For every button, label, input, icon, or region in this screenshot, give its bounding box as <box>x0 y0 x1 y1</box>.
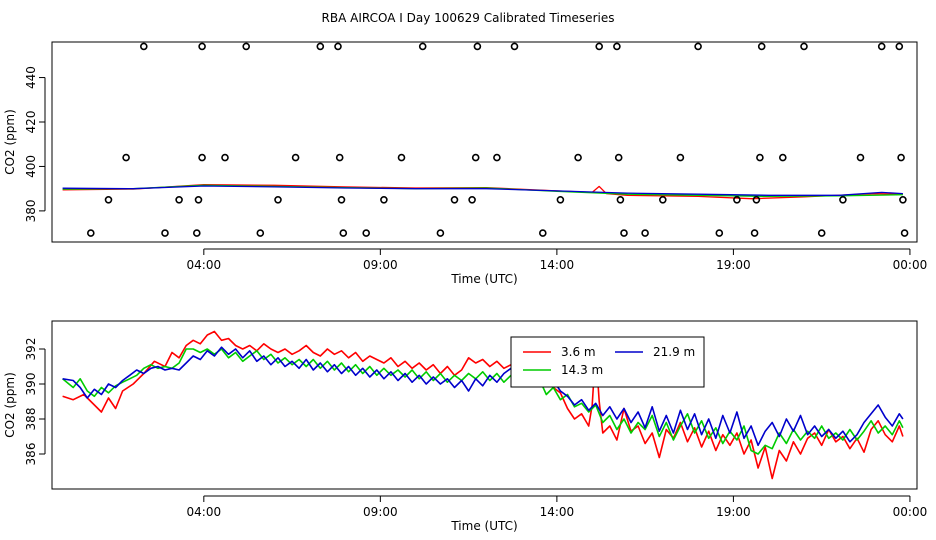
y-axis-label: CO2 (ppm) <box>3 372 17 438</box>
scatter-point <box>87 229 95 237</box>
legend-box <box>510 336 705 388</box>
scatter-point <box>839 196 847 204</box>
scatter-point <box>198 153 206 162</box>
scatter-point <box>614 153 623 162</box>
scatter-point <box>616 196 625 204</box>
scatter-point <box>194 196 203 204</box>
scatter-point <box>556 196 565 204</box>
series-line-21-9-m <box>62 346 904 447</box>
scatter-point <box>899 196 907 204</box>
bottom-panel: 04:00 09:00 14:00 19:00 00:00 Time (UTC) 386 38… <box>3 320 928 533</box>
y-axis-label: CO2 (ppm) <box>3 109 17 175</box>
y-tick-label: 440 <box>24 66 38 89</box>
scatter-point <box>418 42 427 51</box>
scatter-point <box>362 229 371 237</box>
scatter-point <box>436 229 445 237</box>
scatter-point <box>337 196 346 204</box>
y-tick-label: 380 <box>24 199 38 222</box>
scatter-point <box>339 229 348 237</box>
series-line-1 <box>62 184 903 198</box>
scatter-point <box>450 196 459 204</box>
scatter-point <box>242 42 250 51</box>
y-tick-label: 400 <box>24 155 38 178</box>
scatter-point <box>595 42 604 51</box>
y-tick-label: 386 <box>24 443 38 466</box>
scatter-point <box>397 153 406 162</box>
y-tick-label: 392 <box>24 338 38 361</box>
scatter-point <box>613 42 621 51</box>
x-tick-label: 14:00 <box>540 505 575 519</box>
scatter-point <box>856 153 865 162</box>
x-tick-label: 14:00 <box>540 258 575 272</box>
scatter-point <box>676 153 685 162</box>
top-panel: 04:00 09:00 14:00 19:00 00:00 Time (UTC) 380 40… <box>3 41 928 286</box>
scatter-point <box>274 196 282 204</box>
plot-frame <box>51 320 918 490</box>
y-tick-label: 420 <box>24 111 38 134</box>
scatter-point <box>694 42 702 51</box>
x-tick-label: 19:00 <box>716 258 751 272</box>
scatter-point <box>256 229 265 237</box>
figure-title: RBA AIRCOA I Day 100629 Calibrated Times… <box>322 11 615 25</box>
scatter-point <box>510 42 519 51</box>
scatter-point <box>757 42 766 51</box>
scatter-point <box>895 42 904 51</box>
x-tick-label: 04:00 <box>187 258 222 272</box>
x-tick-label: 19:00 <box>716 505 751 519</box>
y-tick-label: 390 <box>24 373 38 396</box>
scatter-point <box>733 196 741 204</box>
plot-frame <box>51 41 918 243</box>
scatter-point <box>752 196 761 204</box>
legend-entry-label: 3.6 m <box>561 345 596 359</box>
x-tick-label: 00:00 <box>893 505 928 519</box>
scatter-point <box>471 153 480 162</box>
scatter-point <box>897 153 905 162</box>
scatter-point <box>175 196 183 204</box>
series-line-3-6-m <box>62 330 904 480</box>
scatter-point <box>641 229 649 237</box>
scatter-point <box>468 196 476 204</box>
scatter-point <box>221 153 229 162</box>
x-tick-label: 09:00 <box>363 505 398 519</box>
scatter-point <box>140 42 148 51</box>
scatter-point <box>473 42 482 51</box>
x-tick-label: 04:00 <box>187 505 222 519</box>
scatter-point <box>900 229 909 237</box>
x-axis-label: Time (UTC) <box>450 272 517 286</box>
scatter-point <box>161 229 169 237</box>
scatter-point <box>335 153 344 162</box>
scatter-point <box>800 42 808 51</box>
scatter-point <box>750 229 759 237</box>
scatter-point <box>198 42 206 51</box>
x-axis-label: Time (UTC) <box>450 519 517 533</box>
scatter-point <box>334 42 342 51</box>
scatter-point <box>756 153 764 162</box>
legend: 3.6 m 21.9 m 14.3 m <box>510 336 705 388</box>
legend-entry-label: 21.9 m <box>653 345 695 359</box>
scatter-point <box>658 196 667 204</box>
legend-entry-label: 14.3 m <box>561 363 603 377</box>
series-line-2 <box>62 185 903 196</box>
scatter-point <box>538 229 547 237</box>
scatter-point <box>715 229 724 237</box>
scatter-point <box>104 196 113 204</box>
x-tick-label: 09:00 <box>363 258 398 272</box>
x-tick-label: 00:00 <box>893 258 928 272</box>
scatter-point <box>380 196 388 204</box>
scatter-point <box>316 42 325 51</box>
series-line-14-3-m <box>62 348 904 455</box>
scatter-point <box>574 153 582 162</box>
scatter-point <box>620 229 628 237</box>
scatter-point <box>778 153 787 162</box>
scatter-point <box>193 229 201 237</box>
y-tick-label: 388 <box>24 408 38 431</box>
scatter-point <box>877 42 886 51</box>
scatter-point <box>122 153 130 162</box>
scatter-point <box>817 229 826 237</box>
scatter-point <box>291 153 300 162</box>
scatter-point <box>493 153 501 162</box>
